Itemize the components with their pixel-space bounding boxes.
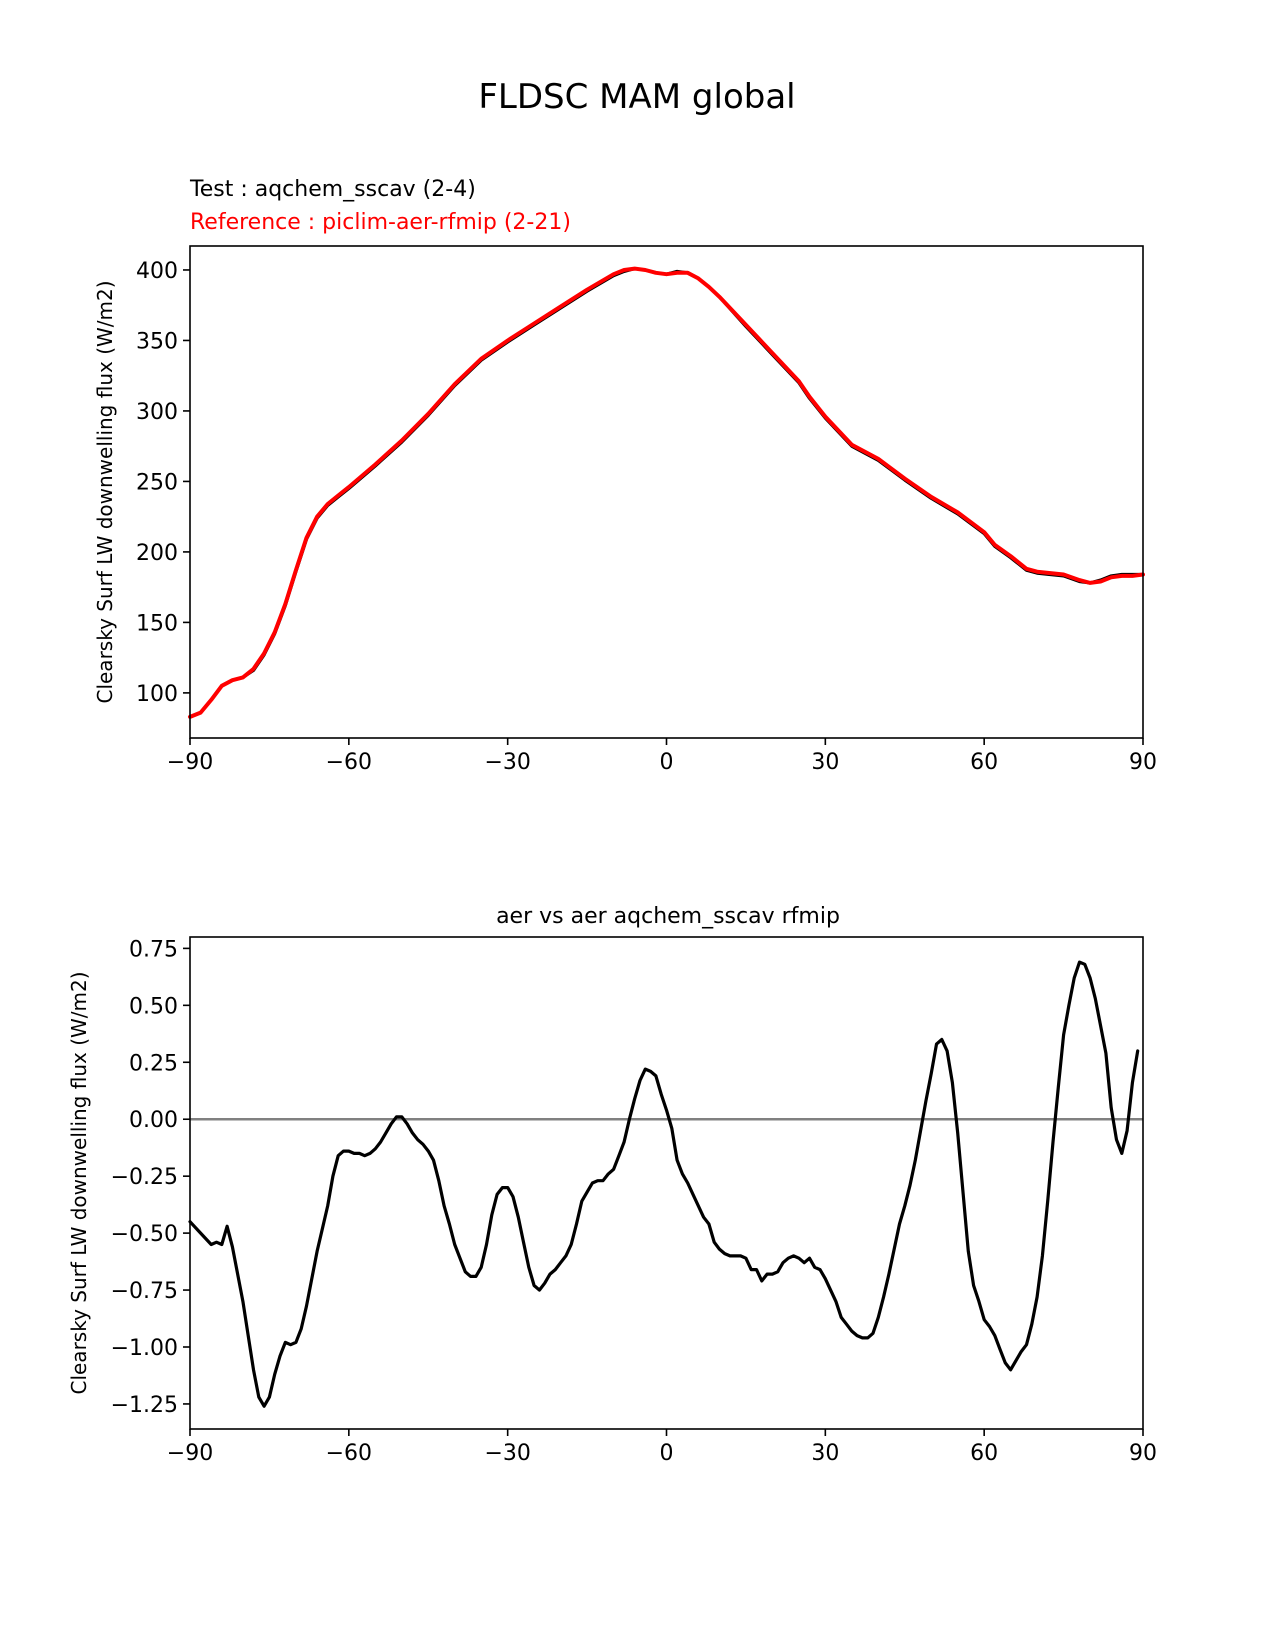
y-tick-label: 300 [136, 400, 178, 425]
y-tick-label: 400 [136, 259, 178, 284]
y-tick-label: 0.75 [129, 937, 178, 962]
axes-frame [189, 245, 1144, 739]
x-tick-label: 0 [660, 750, 674, 775]
x-tick-label: −30 [484, 1441, 530, 1466]
bottom-chart-title: aer vs aer aqchem_sscav rfmip [496, 904, 840, 929]
x-tick-label: −90 [167, 1441, 213, 1466]
series-line-reference [188, 266, 1145, 719]
y-tick-label: −1.00 [111, 1336, 178, 1361]
figure-suptitle: FLDSC MAM global [478, 77, 795, 117]
top-chart-panel: Test : aqchem_sscav (2-4) Reference : pi… [93, 177, 1157, 775]
x-tick-label: 60 [970, 1441, 998, 1466]
y-tick-label: 250 [136, 470, 178, 495]
x-tick-label: 0 [660, 1441, 674, 1466]
y-tick-label: 100 [136, 682, 178, 707]
test-label: Test : aqchem_sscav (2-4) [189, 177, 476, 202]
y-axis-label: Clearsky Surf LW downwelling flux (W/m2) [93, 280, 117, 703]
y-tick-label: 350 [136, 329, 178, 354]
series-line-test [188, 267, 1145, 719]
reference-label: Reference : piclim-aer-rfmip (2-21) [190, 210, 571, 235]
y-tick-label: 0.00 [129, 1108, 178, 1133]
y-tick-label: 0.25 [129, 1051, 178, 1076]
bottom-plot-area: −90 −60 −30 0 30 60 90 0.75 0.50 0.25 0.00 −0.25 −0.… [67, 936, 1157, 1466]
y-tick-label: 0.50 [129, 994, 178, 1019]
bottom-chart-panel: aer vs aer aqchem_sscav rfmip −90 −60 −30 0… [67, 904, 1157, 1466]
x-tick-label: 60 [970, 750, 998, 775]
y-tick-label: 150 [136, 611, 178, 636]
x-tick-label: 90 [1129, 1441, 1157, 1466]
y-tick-label: −1.25 [111, 1393, 178, 1418]
x-tick-label: −30 [484, 750, 530, 775]
y-tick-label: 200 [136, 541, 178, 566]
series-line-aer-vs-aer-aqchem-sscav-rfmip [188, 960, 1140, 1408]
y-axis-label: Clearsky Surf LW downwelling flux (W/m2) [67, 971, 91, 1394]
x-tick-label: 30 [811, 750, 839, 775]
x-tick-label: −90 [167, 750, 213, 775]
y-tick-label: −0.25 [111, 1165, 178, 1190]
x-tick-label: −60 [326, 1441, 372, 1466]
y-tick-label: −0.75 [111, 1279, 178, 1304]
x-tick-label: 90 [1129, 750, 1157, 775]
y-tick-label: −0.50 [111, 1222, 178, 1247]
top-plot-area: −90 −60 −30 0 30 60 90 100 150 200 250 300 350 400 Cle… [93, 245, 1157, 775]
x-tick-label: 30 [811, 1441, 839, 1466]
x-tick-label: −60 [326, 750, 372, 775]
